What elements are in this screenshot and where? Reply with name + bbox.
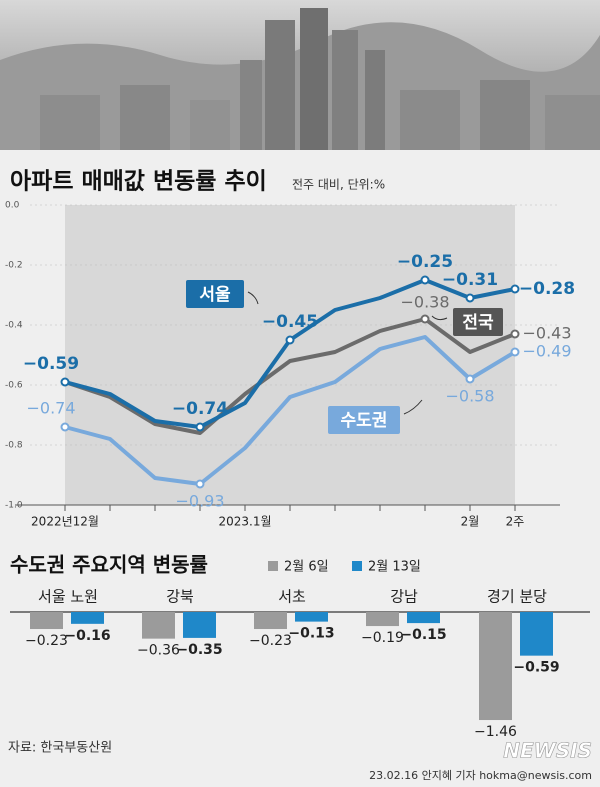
data-label: −0.74: [172, 399, 228, 419]
x-tick-label: 2023.1월: [218, 515, 271, 529]
bar: [407, 612, 440, 624]
series-line: [64, 317, 516, 435]
point-marker: [510, 284, 520, 294]
legend-swatch: [352, 561, 362, 571]
point-marker: [420, 275, 430, 285]
point-marker: [285, 335, 295, 345]
city-photo: [0, 0, 600, 150]
bar-chart-title: 수도권 주요지역 변동률: [10, 553, 208, 577]
y-tick-label: -0.4: [5, 321, 23, 331]
point-marker: [510, 347, 520, 357]
legend-label: 서울: [199, 285, 231, 305]
data-label: −0.15: [400, 627, 446, 643]
y-tick-label: -1.0: [5, 501, 23, 511]
x-tick-label: 2주: [506, 515, 525, 529]
data-label: −0.59: [23, 354, 79, 374]
label-arrow: [431, 315, 448, 321]
category-label: 서초: [278, 588, 306, 606]
source: 자료: 한국부동산원: [8, 741, 112, 756]
legend-label: 2월 13일: [368, 560, 421, 575]
line-chart: 0.0 -0.2 -0.4 -0.6 -0.8 -1.0 2022년12월 2023.1월 2월…: [5, 201, 575, 529]
y-tick-label: 0.0: [5, 201, 20, 211]
data-label: −0.93: [175, 492, 224, 511]
label-arrow: [403, 399, 423, 415]
bar: [366, 612, 399, 627]
point-marker: [510, 329, 520, 339]
data-label: −0.23: [249, 633, 292, 649]
data-label: −0.13: [288, 626, 334, 642]
label-arrow: [247, 291, 259, 305]
series-label-box: [186, 280, 244, 308]
bar: [71, 612, 104, 624]
category-label: 서울 노원: [38, 588, 98, 606]
data-label: −0.19: [361, 630, 404, 646]
point-marker: [60, 422, 70, 432]
bar: [479, 612, 512, 721]
series-label-box: [328, 406, 400, 434]
series-line: [64, 335, 517, 486]
data-label: −0.25: [397, 252, 453, 272]
x-tick-label: 2022년12월: [31, 515, 99, 529]
data-label: −0.28: [519, 279, 575, 299]
y-tick-label: -0.2: [5, 261, 23, 271]
credit: 23.02.16 안지혜 기자 hokma@newsis.com: [369, 769, 592, 782]
data-label: −0.43: [522, 324, 571, 343]
y-tick-label: -0.6: [5, 381, 23, 391]
bar: [183, 612, 216, 638]
bar: [142, 612, 175, 639]
data-label: −0.16: [64, 628, 110, 644]
logo: NEWSIS: [503, 739, 592, 763]
legend-swatch: [268, 561, 278, 571]
y-tick-label: -0.8: [5, 441, 23, 451]
point-marker: [195, 422, 205, 432]
data-label: −0.59: [513, 660, 559, 676]
point-marker: [195, 479, 205, 489]
category-label: 경기 분당: [487, 588, 547, 606]
point-marker: [465, 374, 475, 384]
bar: [295, 612, 328, 622]
line-chart-title: 아파트 매매값 변동률 추이: [10, 169, 267, 195]
bar: [30, 612, 63, 630]
data-label: −0.36: [137, 643, 180, 659]
category-label: 강북: [166, 588, 194, 606]
x-tick-label: 2월: [461, 515, 480, 529]
series-label-box: [453, 308, 503, 336]
point-marker: [420, 314, 430, 324]
data-label: −0.35: [176, 642, 222, 658]
data-label: −0.58: [445, 387, 494, 406]
legend-label: 수도권: [341, 411, 388, 431]
data-label: −0.38: [400, 293, 449, 312]
data-label: −0.23: [25, 633, 68, 649]
bar: [254, 612, 287, 630]
data-label: −0.45: [262, 312, 318, 332]
point-marker: [60, 377, 70, 387]
point-marker: [465, 293, 475, 303]
data-label: −0.31: [442, 270, 498, 290]
category-label: 강남: [390, 588, 418, 606]
legend-label: 2월 6일: [284, 560, 329, 575]
line-chart-subtitle: 전주 대비, 단위:%: [292, 178, 385, 192]
data-label: −0.49: [522, 342, 571, 361]
data-label: −1.46: [474, 724, 517, 740]
period-shade: [65, 205, 515, 505]
data-label: −0.74: [26, 399, 75, 418]
legend-label: 전국: [462, 313, 494, 333]
bar: [520, 612, 553, 656]
